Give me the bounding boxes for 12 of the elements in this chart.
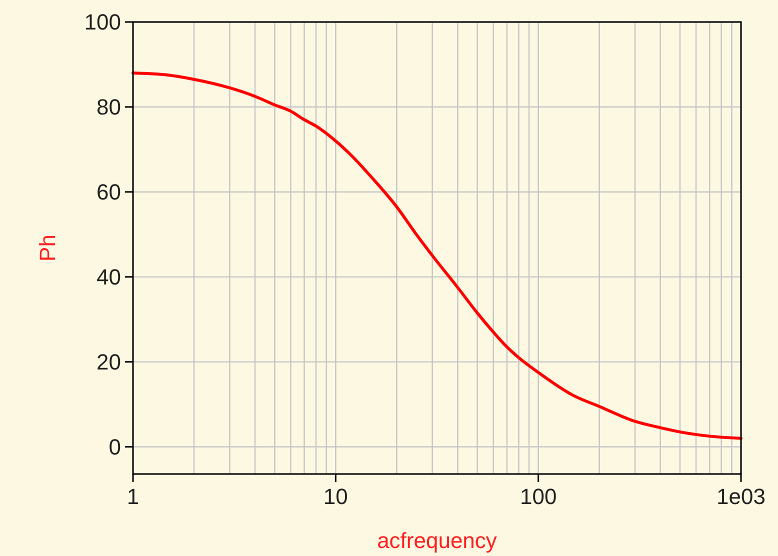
x-tick-label: 1 [126, 484, 140, 509]
y-tick-label: 60 [96, 180, 121, 205]
y-tick-label: 80 [96, 94, 121, 120]
y-tick-label: 100 [84, 10, 121, 35]
y-tick-label: 0 [108, 434, 121, 460]
x-axis-title: acfrequency [377, 528, 497, 553]
x-tick-label: 10 [323, 484, 348, 509]
x-tick-label: 100 [520, 484, 557, 509]
x-tick-label: 1e03 [716, 484, 766, 509]
y-tick-label: 40 [96, 264, 121, 290]
y-tick-label: 20 [96, 350, 121, 375]
y-axis-title: Ph [35, 234, 60, 262]
